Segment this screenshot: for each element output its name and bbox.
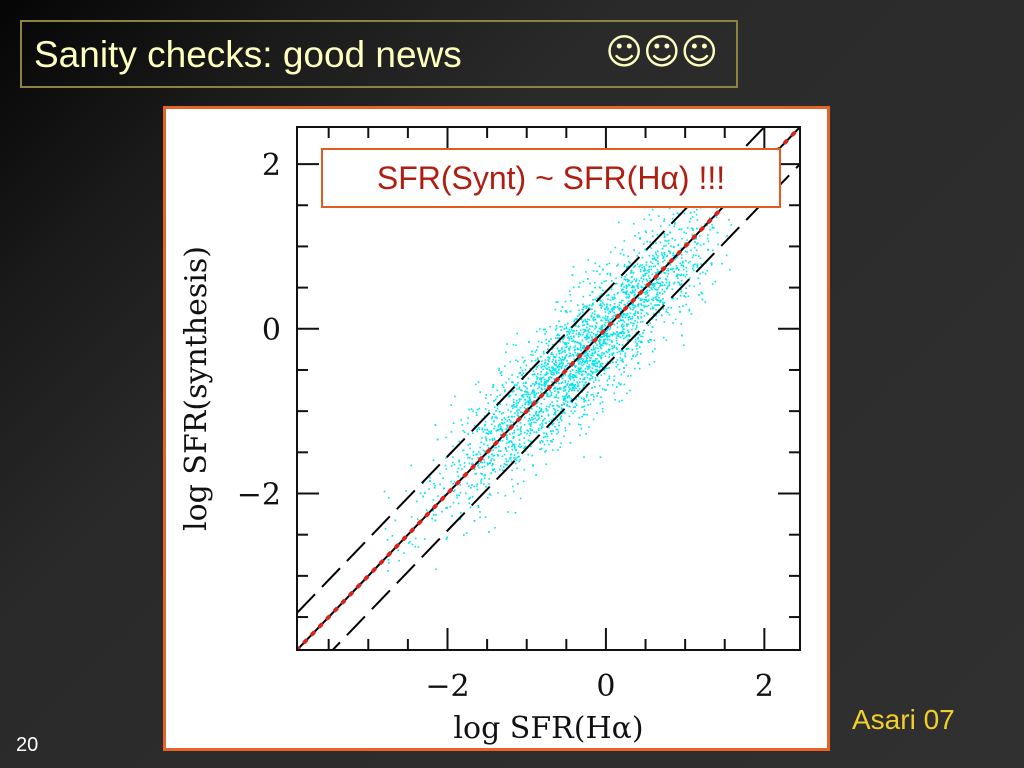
x-tick-label: 2 bbox=[755, 669, 774, 704]
smiley-group: ☺☺☺ bbox=[605, 32, 718, 73]
scatter-cloud bbox=[383, 200, 736, 572]
result-callout: SFR(Synt) ~ SFR(Hα) !!! bbox=[321, 148, 781, 208]
y-tick-label: 0 bbox=[262, 313, 281, 348]
figure-panel: −2 0 2 −2 0 2 log SFR(Hα) log SFR(synthesis) … bbox=[163, 106, 830, 751]
y-tick-label: 2 bbox=[262, 148, 281, 183]
plot-frame bbox=[296, 126, 801, 651]
reference-lines bbox=[297, 127, 800, 650]
axis-ticks: −2 0 2 −2 0 2 bbox=[237, 127, 800, 704]
fit-dotted-line bbox=[297, 127, 800, 650]
upper-dashed-line bbox=[297, 127, 766, 614]
smiley-face-icon: ☺ bbox=[642, 32, 681, 73]
x-tick-label: 0 bbox=[596, 669, 615, 704]
scatter-chart: −2 0 2 −2 0 2 log SFR(Hα) log SFR(synthesis) bbox=[179, 126, 801, 746]
lower-dashed-line bbox=[331, 163, 800, 650]
smiley-face-icon: ☺ bbox=[605, 32, 643, 73]
x-tick-label: −2 bbox=[425, 669, 469, 704]
slide-title-box: Sanity checks: good news ☺☺☺ bbox=[20, 20, 738, 88]
y-axis-label: log SFR(synthesis) bbox=[179, 246, 214, 531]
slide-number: 20 bbox=[16, 734, 39, 756]
y-tick-label: −2 bbox=[237, 478, 281, 513]
slide-title: Sanity checks: good news bbox=[34, 34, 462, 75]
source-credit: Asari 07 bbox=[852, 704, 955, 735]
smiley-face-icon: ☺ bbox=[680, 32, 718, 73]
x-axis-label: log SFR(Hα) bbox=[453, 711, 643, 746]
